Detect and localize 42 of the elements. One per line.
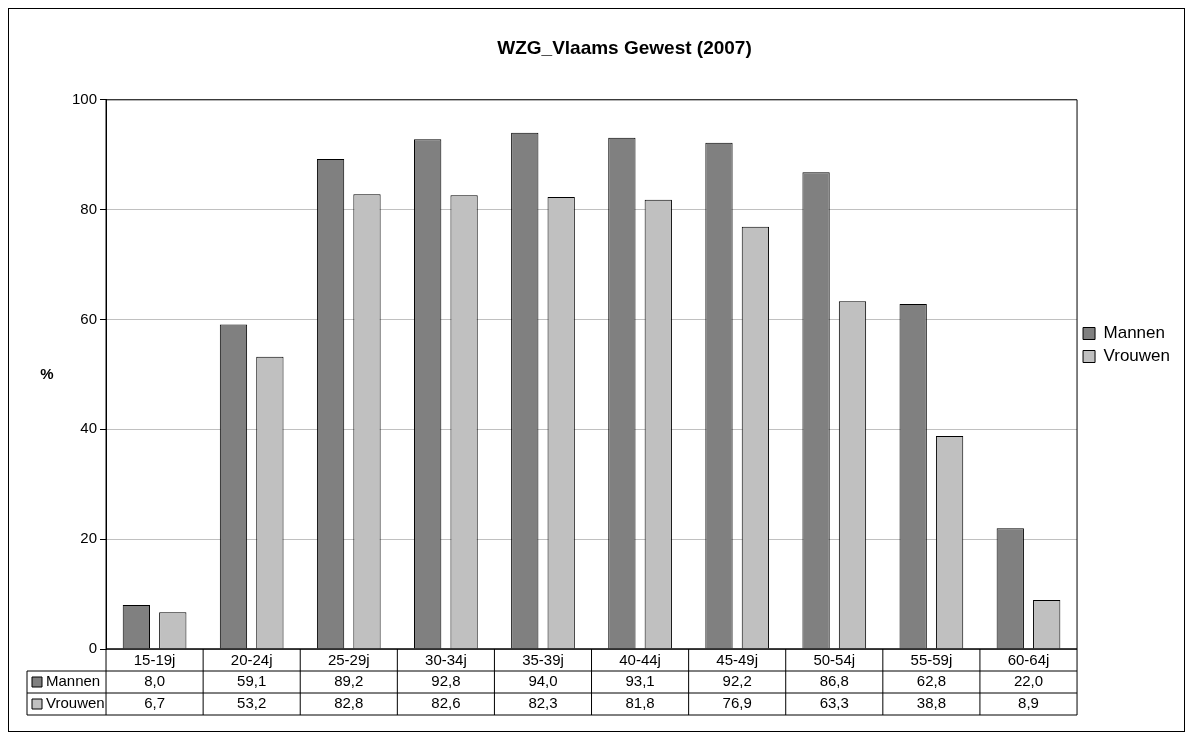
- x-tick-label: 55-59j: [910, 651, 953, 669]
- data-label: 63,3: [819, 694, 849, 712]
- data-label: 8,9: [1018, 694, 1039, 712]
- x-tick-label: 35-39j: [522, 651, 564, 669]
- data-label: 82,3: [528, 694, 558, 712]
- data-label: 53,2: [237, 694, 267, 712]
- data-label: 62,8: [916, 672, 946, 690]
- data-label: 81,8: [625, 694, 655, 712]
- data-label: 86,8: [819, 672, 849, 690]
- data-label: 8,0: [144, 672, 166, 690]
- x-tick-label: 60-64j: [1007, 651, 1050, 669]
- x-tick-label: 40-44j: [619, 651, 661, 669]
- data-label: 92,2: [722, 672, 752, 690]
- data-label: 94,0: [528, 672, 558, 690]
- data-label: 38,8: [916, 694, 946, 712]
- data-label: 82,6: [431, 694, 461, 712]
- x-tick-label: 20-24j: [230, 651, 273, 669]
- data-label: 92,8: [431, 672, 461, 690]
- x-tick-label: 45-49j: [716, 651, 759, 669]
- text: Vrouwen: [46, 694, 105, 712]
- x-tick-label: 15-19j: [133, 651, 176, 669]
- data-label: 93,1: [625, 672, 655, 690]
- legend-label: Mannen: [46, 672, 101, 690]
- x-tick-label: 30-34j: [425, 651, 467, 669]
- data-label: 89,2: [334, 672, 364, 690]
- y-tick-label: 40: [80, 419, 98, 437]
- data-label: 76,9: [722, 694, 752, 712]
- y-tick-label: 100: [72, 89, 98, 107]
- y-tick-label: 80: [80, 199, 98, 217]
- y-tick-label: 20: [80, 529, 98, 547]
- x-tick-label: 25-29j: [327, 651, 370, 669]
- text: Mannen: [1103, 323, 1165, 343]
- x-tick-label: 50-54j: [813, 651, 856, 669]
- data-label: 82,8: [334, 694, 364, 712]
- y-axis-title: %: [40, 364, 54, 382]
- y-tick-label: 0: [88, 639, 98, 657]
- chart-title: WZG_Vlaams Gewest (2007): [497, 36, 752, 58]
- y-tick-label: 60: [80, 309, 98, 327]
- legend-label: Vrouwen: [1103, 346, 1170, 366]
- data-label: 22,0: [1013, 672, 1044, 690]
- data-label: 6,7: [144, 694, 166, 712]
- data-label: 59,1: [237, 672, 267, 690]
